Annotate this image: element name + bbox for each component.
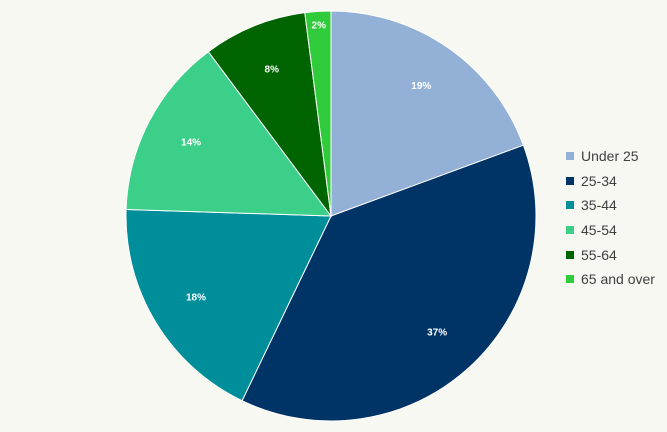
legend-label: 55-64: [581, 246, 617, 263]
pie-slice: [304, 10, 332, 217]
slice-label: 8%: [265, 64, 280, 75]
legend-label: Under 25: [581, 148, 639, 165]
pie-slice: [125, 51, 333, 217]
legend-swatch: [566, 176, 574, 185]
slice-label: 19%: [411, 81, 431, 92]
legend-item: 55-64: [566, 242, 655, 267]
legend-swatch: [566, 275, 574, 284]
slice-label: 2%: [312, 20, 327, 31]
legend-label: 25-34: [581, 172, 617, 189]
legend-item: 35-44: [566, 193, 655, 218]
legend-item: 25-34: [566, 169, 655, 194]
pie-slice: [207, 12, 332, 218]
legend-swatch: [566, 201, 574, 210]
slice-label: 18%: [186, 292, 206, 303]
legend-swatch: [566, 226, 574, 235]
pie-slice: [241, 144, 537, 422]
legend-label: 45-54: [581, 222, 617, 239]
slice-label: 37%: [427, 327, 447, 338]
legend-item: Under 25: [566, 144, 655, 169]
legend-swatch: [566, 250, 574, 259]
legend-label: 35-44: [581, 197, 617, 214]
slice-label: 14%: [181, 138, 201, 149]
legend-item: 65 and over: [566, 267, 655, 292]
pie-slice: [330, 10, 525, 217]
legend: Under 25 25-34 35-44 45-54 55-64 65 and …: [566, 144, 655, 292]
legend-item: 45-54: [566, 218, 655, 243]
legend-label: 65 and over: [581, 271, 655, 288]
pie-slice: [125, 208, 332, 402]
legend-swatch: [566, 152, 574, 161]
